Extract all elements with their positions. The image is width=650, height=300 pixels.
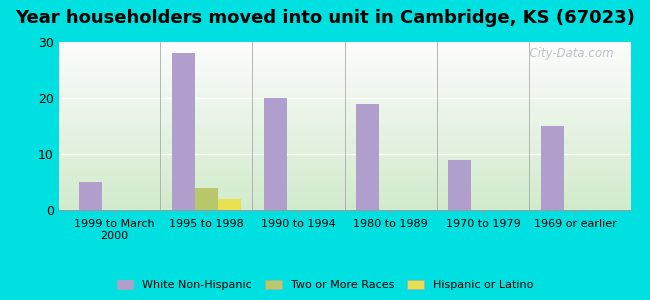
Bar <box>356 103 379 210</box>
Bar <box>218 199 240 210</box>
Legend: White Non-Hispanic, Two or More Races, Hispanic or Latino: White Non-Hispanic, Two or More Races, H… <box>112 275 538 294</box>
Text: Year householders moved into unit in Cambridge, KS (67023): Year householders moved into unit in Cam… <box>15 9 635 27</box>
Bar <box>541 126 564 210</box>
Bar <box>194 188 218 210</box>
Bar <box>264 98 287 210</box>
Text: City-Data.com: City-Data.com <box>522 47 614 60</box>
Bar <box>448 160 471 210</box>
Bar <box>172 53 194 210</box>
Bar <box>79 182 102 210</box>
